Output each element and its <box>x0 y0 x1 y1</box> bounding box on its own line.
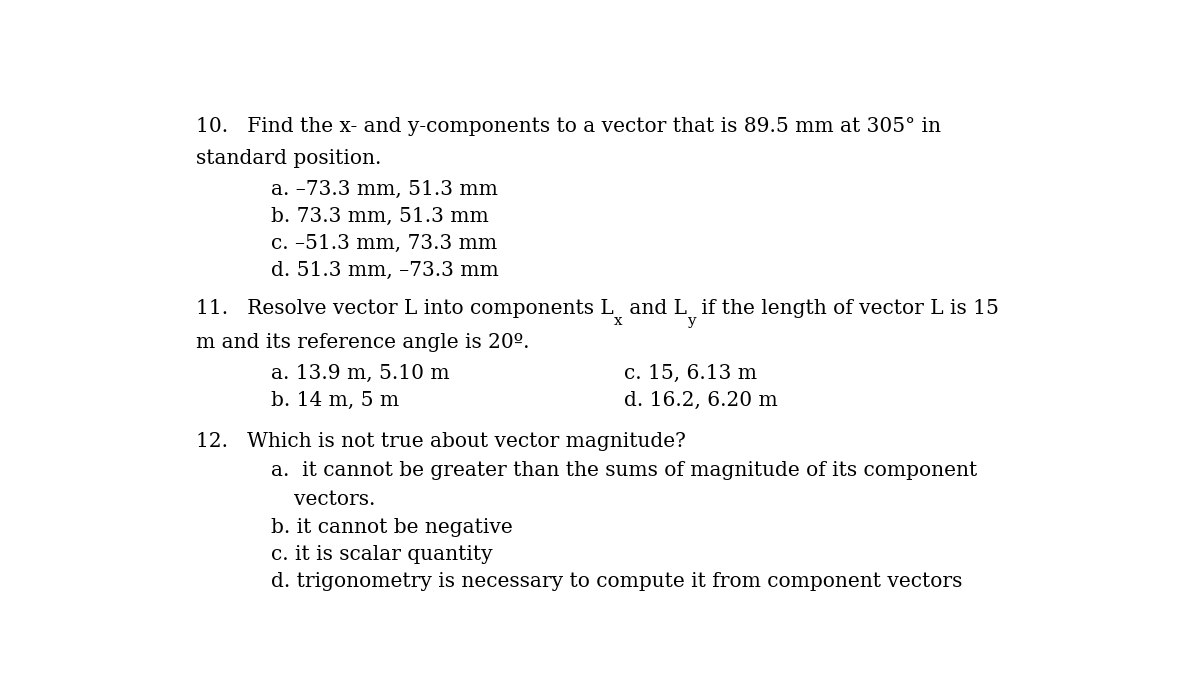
Text: a.  it cannot be greater than the sums of magnitude of its component: a. it cannot be greater than the sums of… <box>271 462 977 481</box>
Text: a. 13.9 m, 5.10 m: a. 13.9 m, 5.10 m <box>271 364 450 383</box>
Text: c. –51.3 mm, 73.3 mm: c. –51.3 mm, 73.3 mm <box>271 234 497 253</box>
Text: and L: and L <box>623 299 686 319</box>
Text: b. 14 m, 5 m: b. 14 m, 5 m <box>271 392 400 410</box>
Text: x: x <box>614 314 623 328</box>
Text: b. it cannot be negative: b. it cannot be negative <box>271 518 512 537</box>
Text: 12.   Which is not true about vector magnitude?: 12. Which is not true about vector magni… <box>197 432 686 451</box>
Text: if the length of vector L is 15: if the length of vector L is 15 <box>695 299 1000 319</box>
Text: c. 15, 6.13 m: c. 15, 6.13 m <box>624 364 757 383</box>
Text: vectors.: vectors. <box>294 490 376 509</box>
Text: d. trigonometry is necessary to compute it from component vectors: d. trigonometry is necessary to compute … <box>271 572 962 591</box>
Text: a. –73.3 mm, 51.3 mm: a. –73.3 mm, 51.3 mm <box>271 180 498 198</box>
Text: 11.   Resolve vector L into components L: 11. Resolve vector L into components L <box>197 299 614 319</box>
Text: b. 73.3 mm, 51.3 mm: b. 73.3 mm, 51.3 mm <box>271 207 488 225</box>
Text: d. 51.3 mm, –73.3 mm: d. 51.3 mm, –73.3 mm <box>271 261 499 280</box>
Text: standard position.: standard position. <box>197 148 382 167</box>
Text: c. it is scalar quantity: c. it is scalar quantity <box>271 545 492 564</box>
Text: d. 16.2, 6.20 m: d. 16.2, 6.20 m <box>624 392 778 410</box>
Text: 10.   Find the x- and y-components to a vector that is 89.5 mm at 305° in: 10. Find the x- and y-components to a ve… <box>197 117 942 136</box>
Text: y: y <box>686 314 695 328</box>
Text: m and its reference angle is 20º.: m and its reference angle is 20º. <box>197 333 530 352</box>
